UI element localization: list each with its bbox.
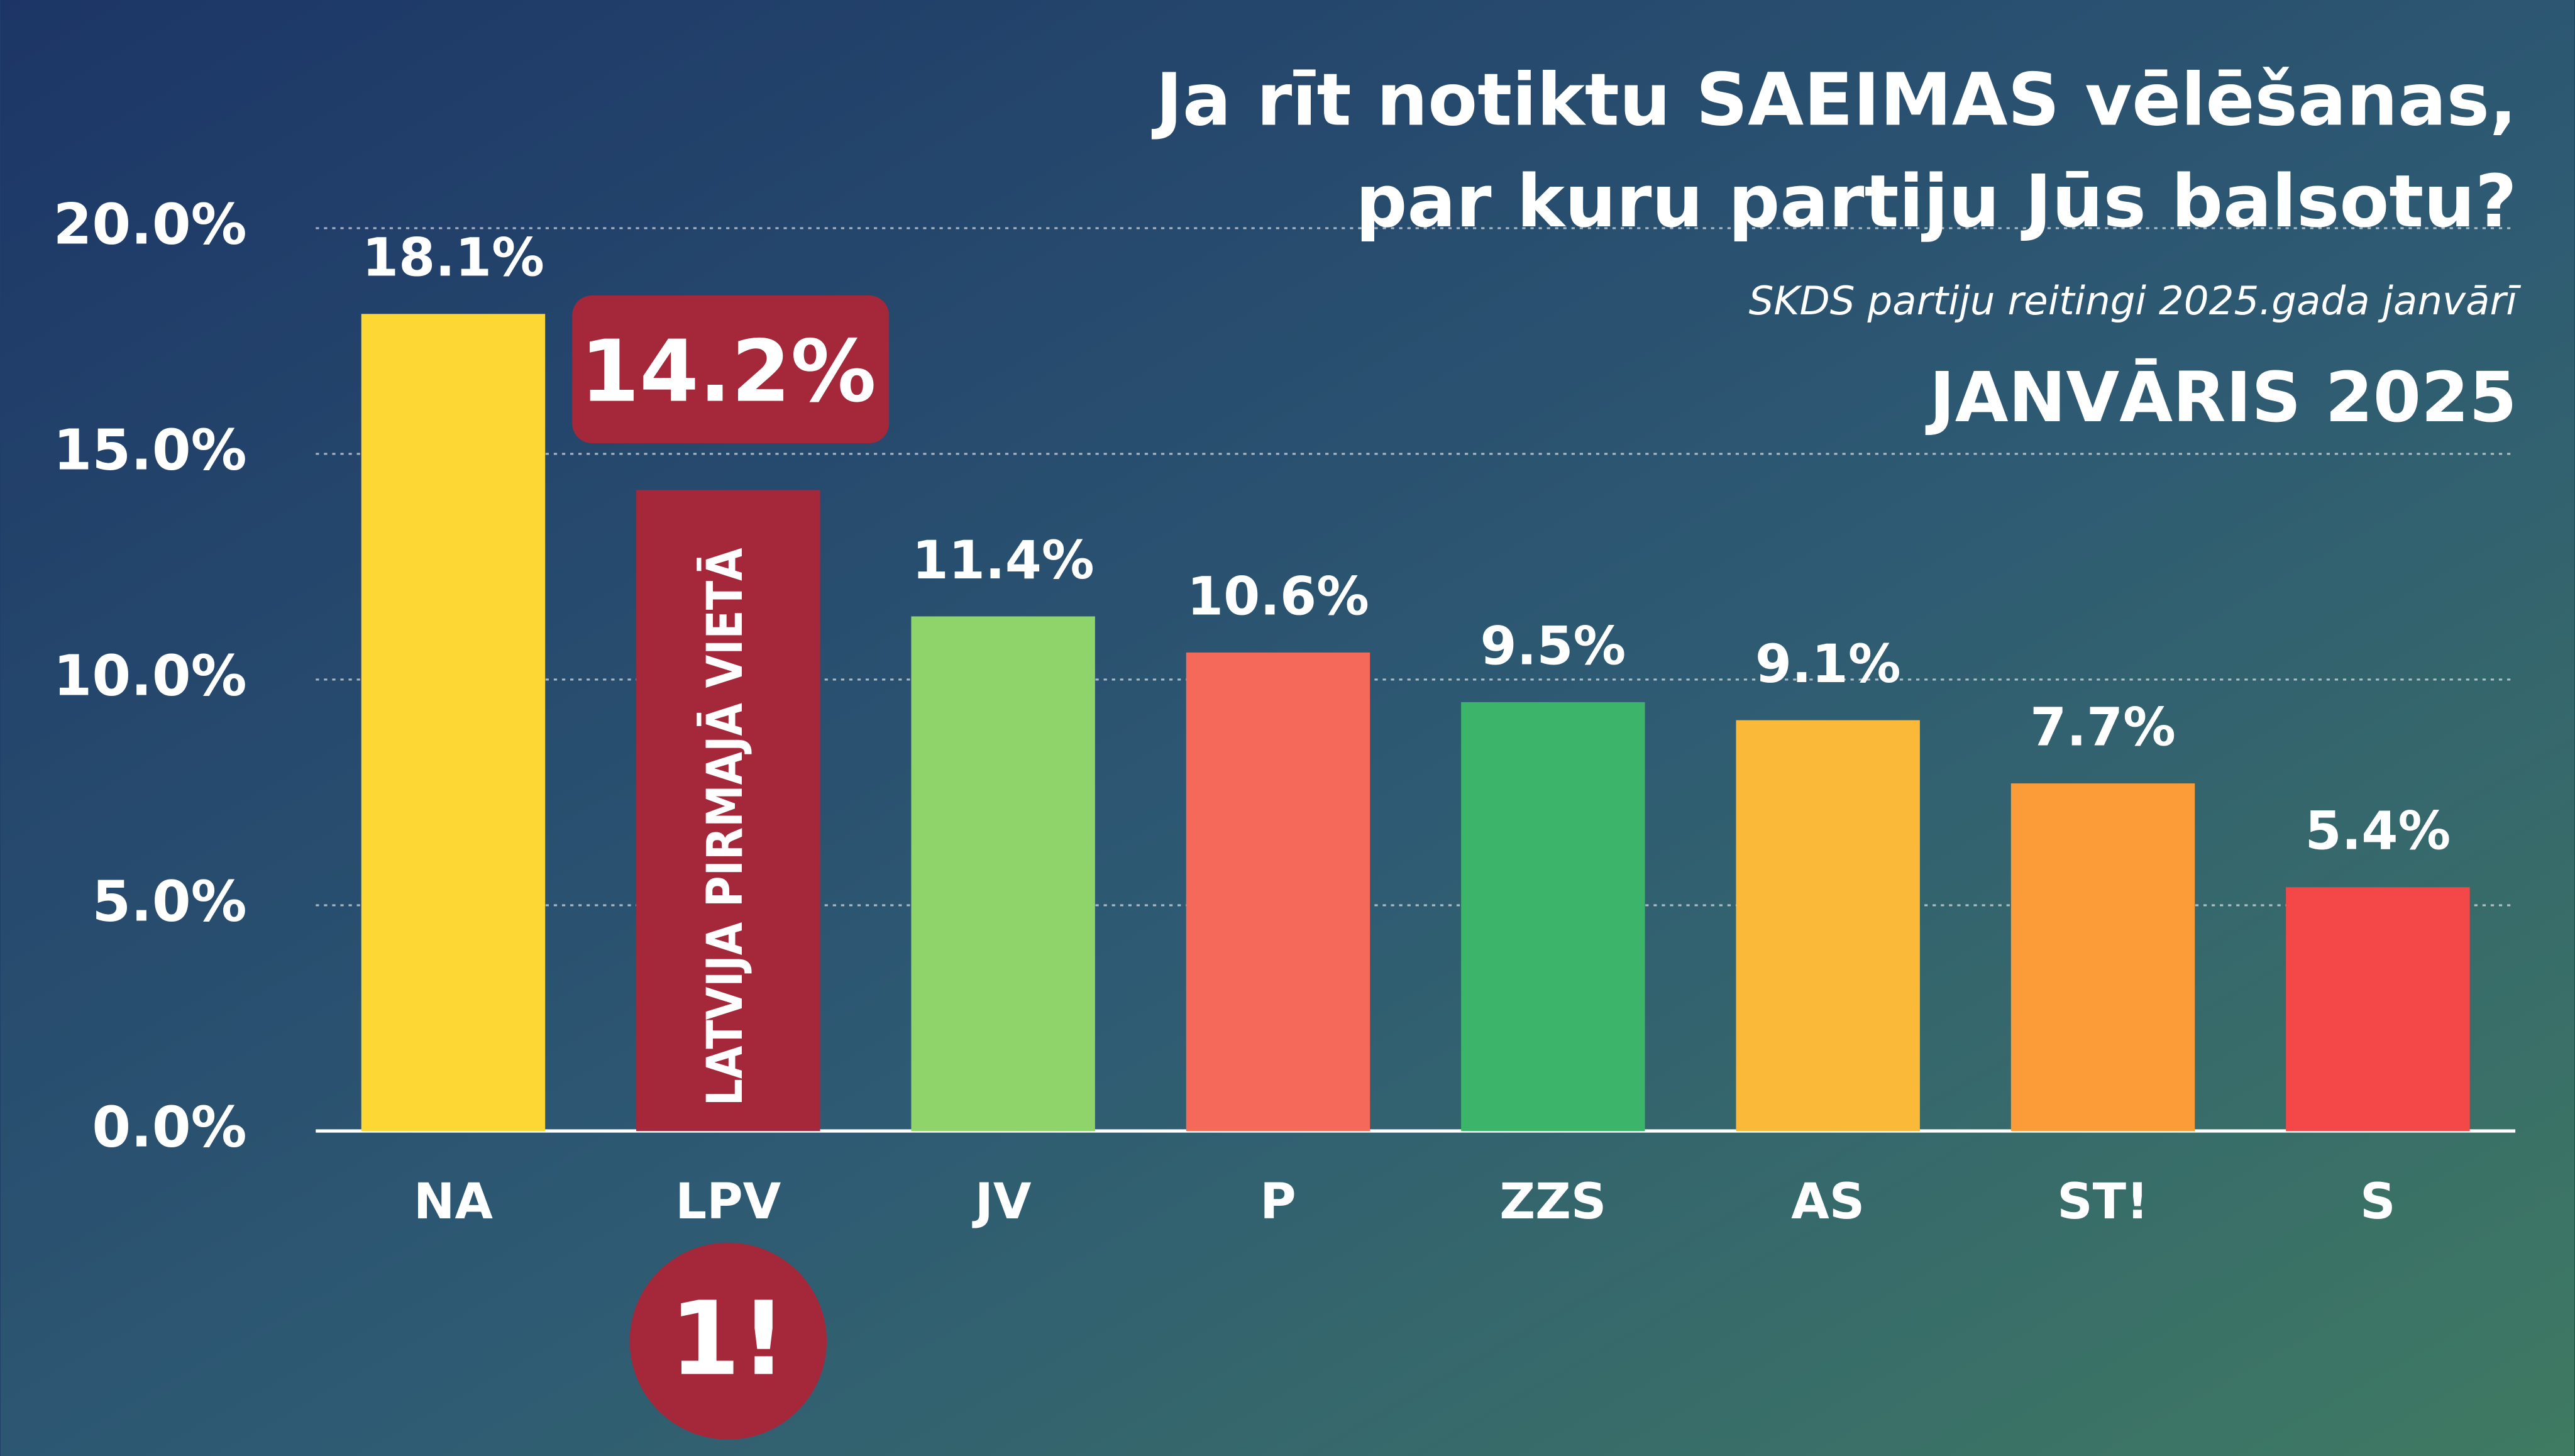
title-line: Ja rīt notiktu SAEIMAS vēlēšanas, <box>1151 58 2517 142</box>
bar <box>2010 783 2195 1132</box>
y-tick-label: 0.0% <box>92 1095 246 1159</box>
x-tick-label: AS <box>1791 1173 1865 1230</box>
x-tick-label: LPV <box>675 1173 781 1230</box>
x-tick-label: JV <box>972 1173 1032 1230</box>
x-tick-label: ST! <box>2057 1173 2149 1230</box>
x-tick-label: NA <box>414 1173 493 1230</box>
bar <box>636 490 820 1132</box>
x-tick-label: P <box>1260 1173 1296 1230</box>
title-line: par kuru partiju Jūs balsotu? <box>1355 160 2517 244</box>
value-label-box <box>572 295 890 443</box>
x-tick-label: S <box>2360 1173 2395 1230</box>
subtitle: SKDS partiju reitingi 2025.gada janvārī <box>1749 278 2522 324</box>
value-label: 11.4% <box>912 529 1095 591</box>
y-tick-label: 15.0% <box>53 417 247 482</box>
value-label: 5.4% <box>2305 800 2451 862</box>
bar <box>911 616 1095 1132</box>
value-label: 7.7% <box>2030 697 2176 758</box>
date-label: JANVĀRIS 2025 <box>1925 357 2517 438</box>
y-tick-label: 5.0% <box>92 869 246 934</box>
badge <box>629 1242 827 1440</box>
bar-annotation: LATVIJA PIRMAJĀ VIETĀ <box>697 548 754 1106</box>
value-label: 9.1% <box>1755 633 1901 695</box>
value-label: 14.2% <box>580 323 876 422</box>
bar <box>1186 652 1370 1132</box>
badge-text: 1! <box>670 1280 786 1398</box>
bar <box>1736 720 1920 1132</box>
value-label: 10.6% <box>1187 565 1369 627</box>
y-tick-label: 10.0% <box>53 643 247 708</box>
value-label: 9.5% <box>1480 615 1626 676</box>
bar <box>361 314 546 1132</box>
x-tick-label: ZZS <box>1499 1173 1606 1230</box>
y-tick-label: 20.0% <box>53 192 247 256</box>
bar <box>1461 702 1645 1132</box>
value-label: 18.1% <box>362 227 544 289</box>
bar <box>2286 887 2470 1132</box>
